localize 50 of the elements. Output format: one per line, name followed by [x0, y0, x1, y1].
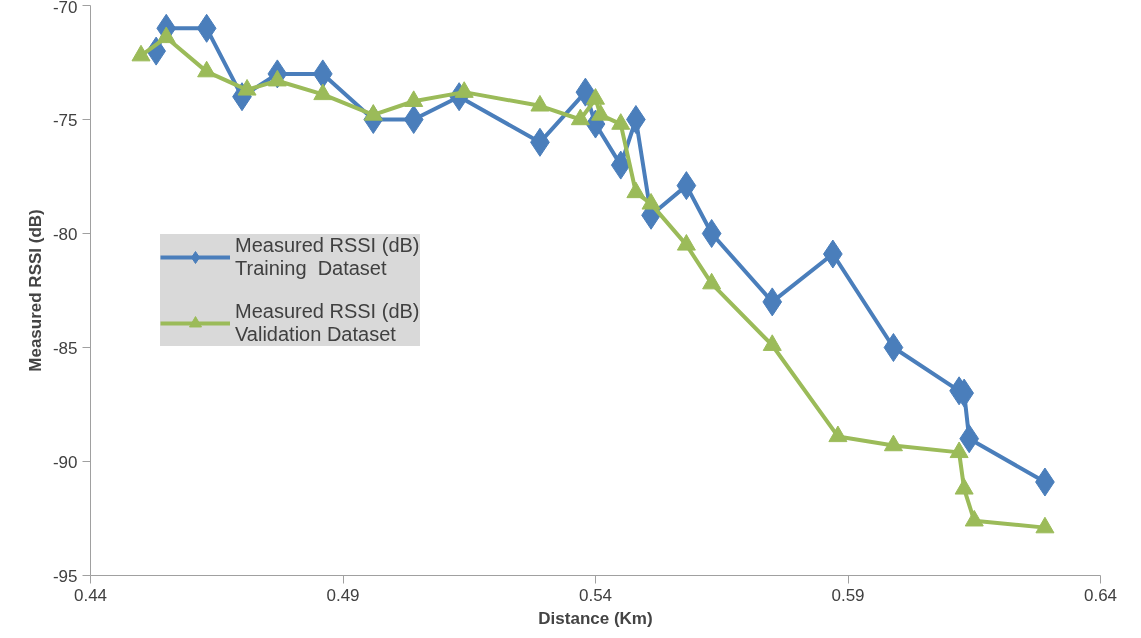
y-tick-label: -80	[52, 224, 78, 244]
y-tick-label: -95	[52, 566, 78, 586]
x-tick-label: 0.49	[326, 585, 360, 605]
point	[959, 424, 980, 454]
point	[762, 287, 783, 317]
x-tick-label: 0.64	[1083, 585, 1118, 605]
point	[701, 219, 722, 248]
point	[196, 13, 217, 43]
point	[586, 88, 605, 105]
point	[676, 171, 697, 201]
point	[530, 94, 550, 112]
point	[591, 104, 611, 121]
point	[570, 108, 590, 126]
point	[702, 272, 722, 290]
point	[312, 59, 333, 89]
point	[828, 425, 848, 443]
point	[403, 105, 424, 134]
y-tick-label: -70	[52, 0, 78, 17]
legend-label: Measured RSSI (dB) Validation Dataset	[235, 300, 420, 346]
y-tick-label: -85	[52, 338, 78, 358]
point	[237, 78, 257, 96]
point	[641, 192, 661, 210]
x-axis-title: Distance (Km)	[538, 608, 653, 628]
point	[626, 181, 646, 199]
point	[363, 104, 383, 121]
x-tick-label: 0.59	[831, 585, 865, 605]
point	[762, 334, 782, 351]
point	[131, 44, 151, 62]
point	[454, 81, 474, 98]
point	[949, 441, 969, 459]
point	[197, 60, 217, 78]
point	[1035, 516, 1055, 534]
point	[610, 150, 631, 180]
point	[611, 113, 631, 130]
point	[676, 234, 696, 251]
point	[404, 90, 424, 107]
point	[575, 77, 596, 107]
y-axis-title: Measured RSSI (dB)	[25, 209, 45, 372]
point	[883, 434, 903, 452]
point	[313, 83, 333, 101]
point	[954, 477, 974, 495]
y-tick-label: -75	[52, 110, 78, 130]
point	[156, 26, 176, 44]
x-tick-label: 0.54	[578, 585, 613, 605]
y-tick-label: -90	[52, 452, 78, 472]
point	[964, 509, 984, 527]
x-tick-label: 0.44	[73, 585, 108, 605]
point	[267, 69, 287, 87]
legend-label: Measured RSSI (dB) Training Dataset	[235, 234, 420, 280]
point	[883, 333, 904, 362]
